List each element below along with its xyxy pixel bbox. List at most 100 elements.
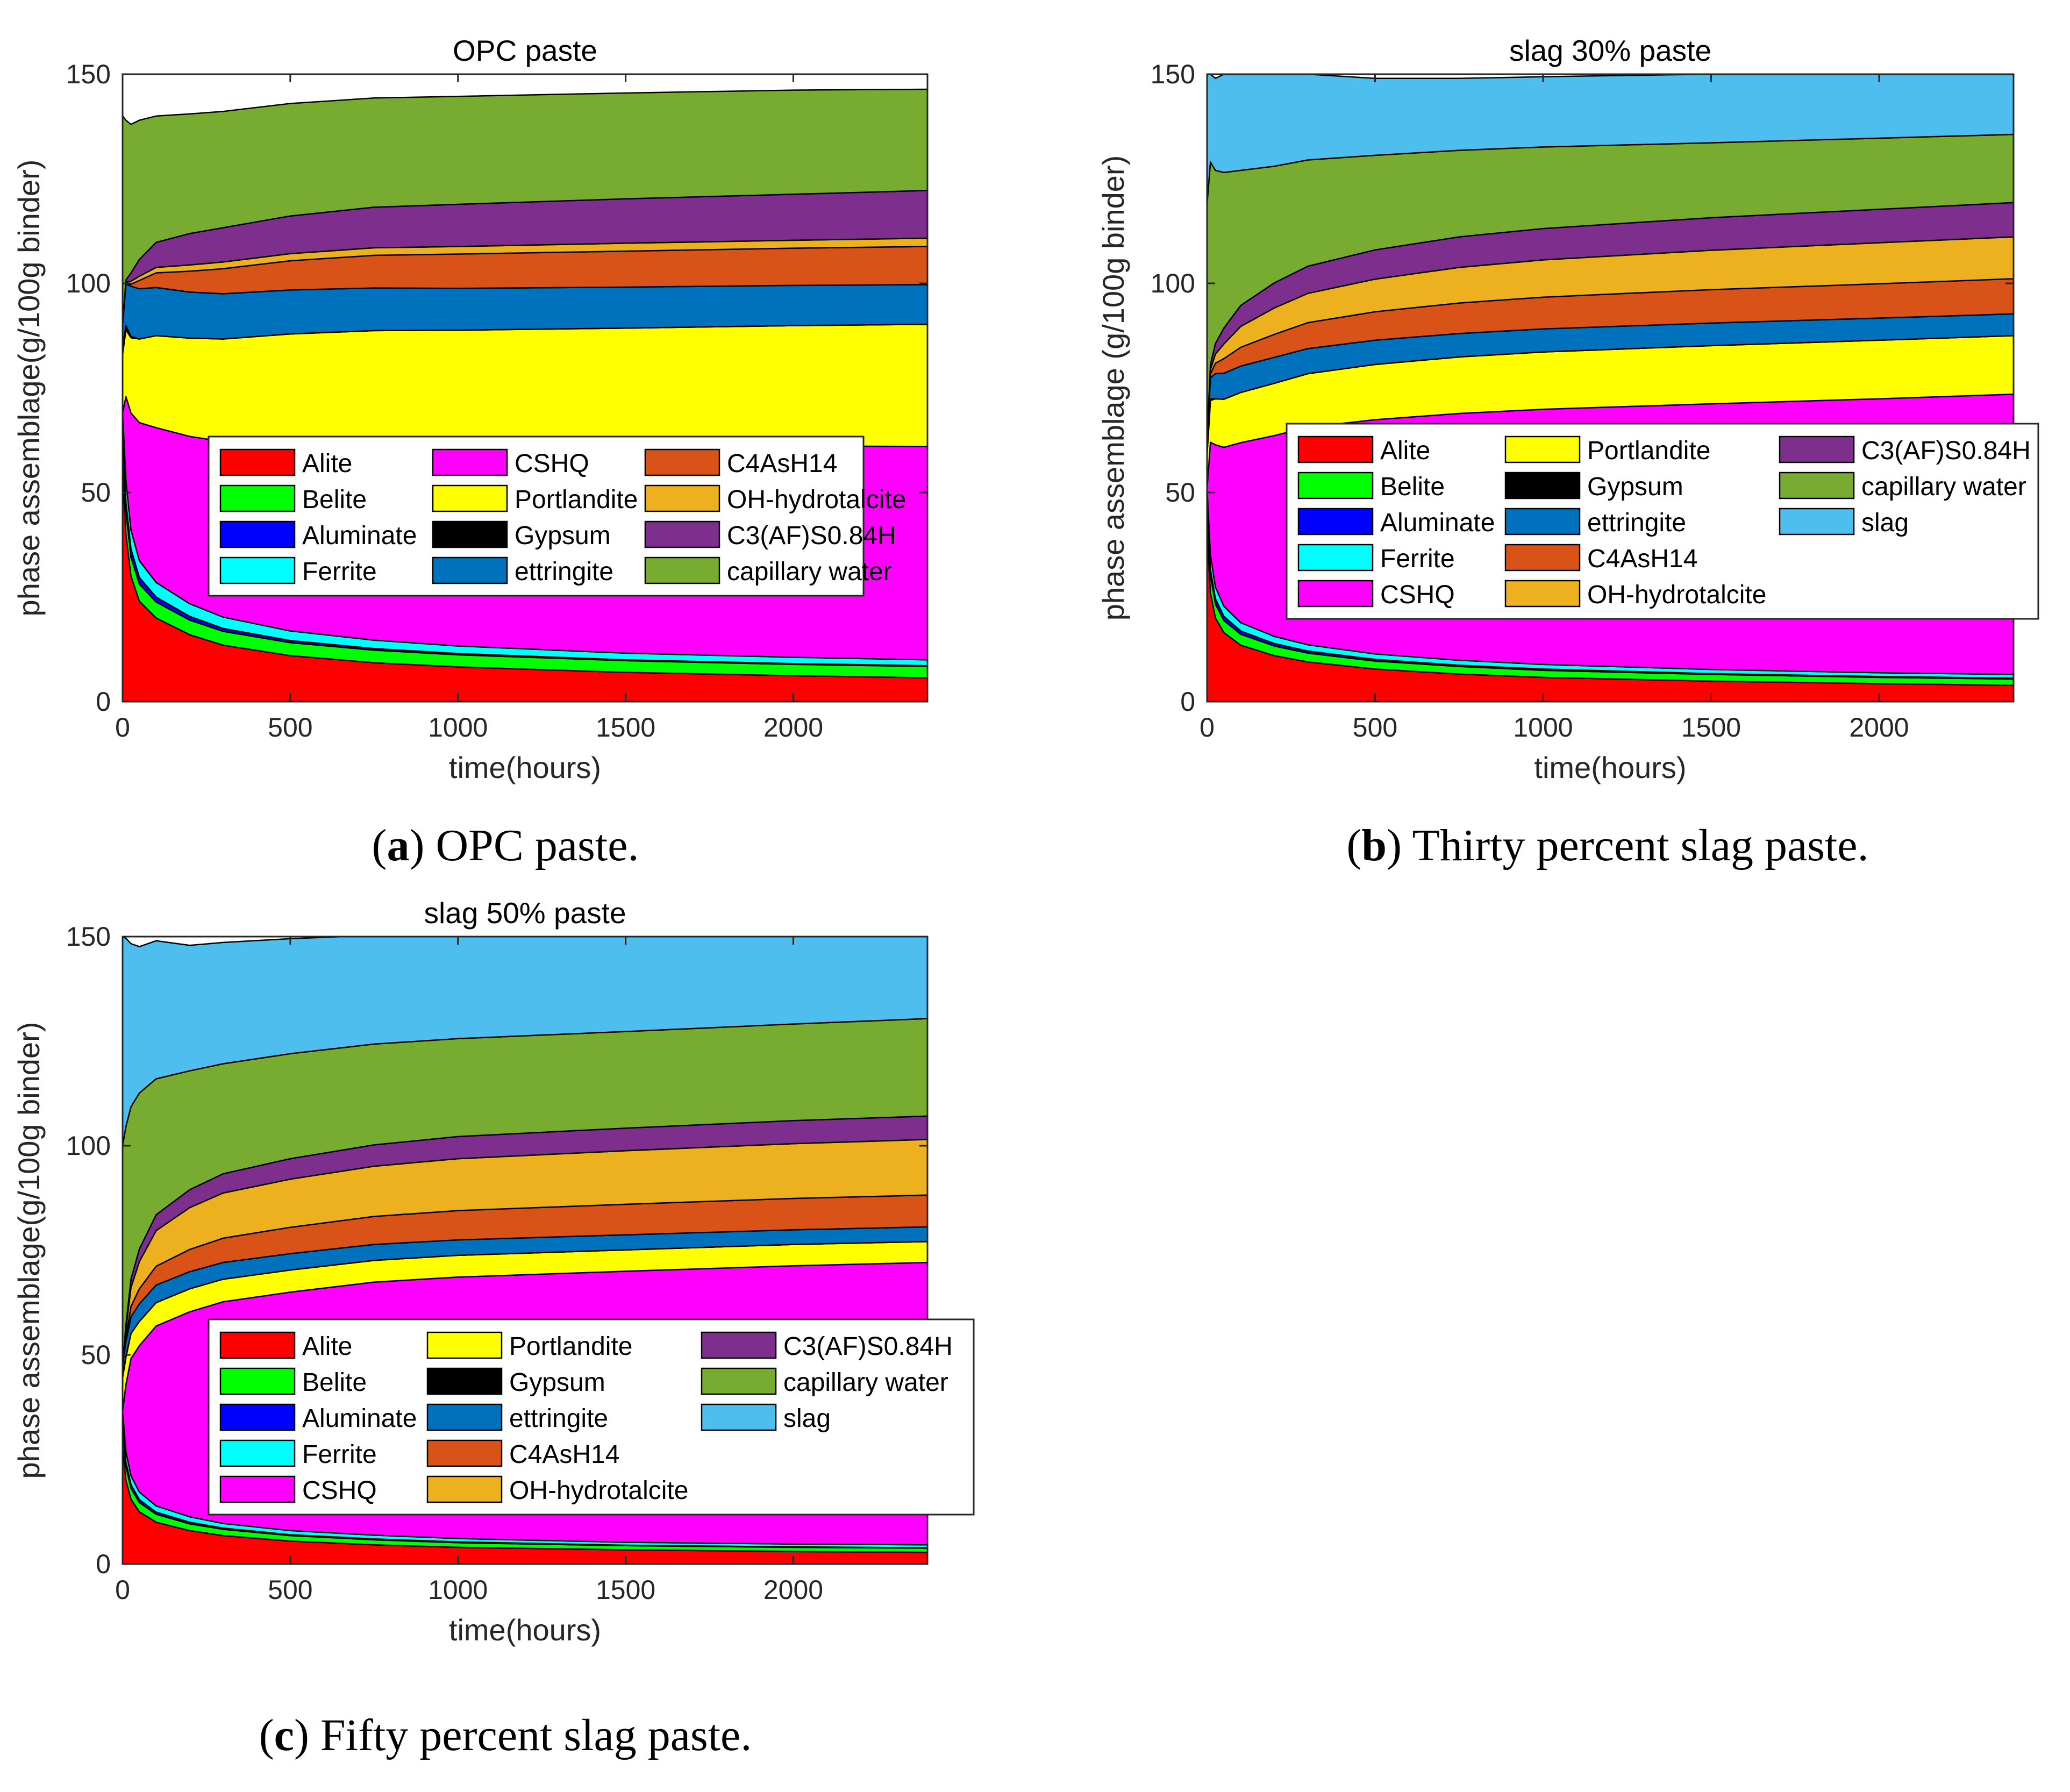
legend-item-belite: Belite <box>219 1367 367 1397</box>
legend-label: C4AsH14 <box>509 1440 619 1469</box>
legend-item-aluminate: Aluminate <box>219 520 417 550</box>
legend-label: Aluminate <box>302 1404 417 1433</box>
x-tick-label: 1500 <box>596 1575 655 1605</box>
legend-swatch <box>426 1403 503 1431</box>
legend-swatch <box>219 556 296 584</box>
y-tick-label: 150 <box>66 59 111 89</box>
y-tick-label: 150 <box>66 922 111 952</box>
caption-text: ) Fifty percent slag paste. <box>294 1710 752 1760</box>
y-axis-label: phase assemblage(g/100g binder) <box>12 1022 46 1479</box>
legend-label: slag <box>1861 509 1909 537</box>
legend-label: OH-hydrotalcite <box>727 486 906 514</box>
chart-title: slag 30% paste <box>1509 34 1711 67</box>
legend-swatch <box>1297 472 1374 499</box>
x-tick-label: 2000 <box>763 1575 823 1605</box>
x-axis-label: time(hours) <box>1534 751 1686 784</box>
x-axis-label: time(hours) <box>449 1613 601 1647</box>
y-tick-label: 100 <box>66 268 111 298</box>
x-tick-label: 1000 <box>428 712 488 742</box>
x-tick-label: 1000 <box>1513 712 1573 742</box>
area-slag <box>123 937 927 1147</box>
legend-label: CSHQ <box>1380 581 1455 609</box>
legend-item-belite: Belite <box>1297 472 1445 501</box>
legend-label: Portlandite <box>509 1332 632 1361</box>
legend-box <box>1286 423 2039 620</box>
legend-item-gypsum: Gypsum <box>432 520 611 550</box>
y-tick-label: 0 <box>96 687 111 717</box>
legend-swatch <box>432 448 508 476</box>
x-tick-label: 0 <box>1200 712 1215 742</box>
figure-caption: (c) Fifty percent slag paste. <box>259 1710 752 1760</box>
legend-label: C3(AF)S0.84H <box>727 522 896 550</box>
legend-label: Belite <box>302 1368 367 1397</box>
x-tick-label: 500 <box>268 712 312 742</box>
legend-label: Alite <box>302 1332 352 1361</box>
legend-item-oh-hydrotalcite: OH-hydrotalcite <box>426 1475 688 1505</box>
legend-label: ettringite <box>509 1404 608 1433</box>
legend-item-ettringite: ettringite <box>1504 508 1686 537</box>
legend-label: Alite <box>302 449 352 478</box>
chart-panel-1: 0 500 1000 1500 2000 0 50 100 150 OPC paste time(h… <box>12 34 929 784</box>
legend-swatch <box>1504 435 1581 463</box>
legend-label: capillary water <box>783 1368 948 1397</box>
x-tick-label: 500 <box>268 1575 312 1605</box>
legend-label: Portlandite <box>515 486 638 514</box>
legend: Alite Belite Aluminate Ferrite CSHQ Portlandi… <box>208 1318 975 1516</box>
x-tick-label: 0 <box>115 1575 130 1605</box>
legend-swatch <box>701 1403 777 1431</box>
legend-item-c4ash14: C4AsH14 <box>426 1439 619 1469</box>
legend-label: slag <box>783 1404 831 1433</box>
legend-label: CSHQ <box>302 1476 377 1505</box>
legend-item-ettringite: ettringite <box>426 1403 608 1433</box>
area-series-group <box>123 88 927 702</box>
legend-item-capillary-water: capillary water <box>644 556 892 586</box>
legend-item-aluminate: Aluminate <box>1297 508 1495 537</box>
legend-swatch <box>219 1439 296 1467</box>
legend-item-alite: Alite <box>219 1331 352 1361</box>
legend-box <box>208 435 865 597</box>
legend-swatch <box>1297 435 1374 463</box>
legend-swatch <box>432 520 508 548</box>
caption-label: b <box>1361 820 1387 870</box>
legend-swatch <box>1297 580 1374 608</box>
x-tick-label: 2000 <box>1849 712 1909 742</box>
legend-item-cshq: CSHQ <box>219 1475 377 1505</box>
y-tick-label: 0 <box>1180 687 1195 717</box>
legend-label: ettringite <box>515 558 613 586</box>
axes-box <box>122 936 929 1565</box>
figure-caption: (a) OPC paste. <box>372 820 639 870</box>
legend-swatch <box>1504 580 1581 608</box>
chart-panel-2: 0 500 1000 1500 2000 0 50 100 150 slag 30% paste t… <box>1096 34 2039 784</box>
chart-title: slag 50% paste <box>424 896 626 930</box>
legend-swatch <box>644 556 720 584</box>
legend-swatch <box>1779 435 1855 463</box>
legend-box <box>208 1318 975 1516</box>
legend-swatch <box>219 484 296 512</box>
legend-label: Ferrite <box>1380 545 1455 573</box>
legend-swatch <box>219 1403 296 1431</box>
legend: Alite Belite Aluminate Ferrite CSHQ Portlandi… <box>208 435 906 597</box>
legend-item-alite: Alite <box>219 448 352 478</box>
legend-swatch <box>644 448 720 476</box>
legend-label: Alite <box>1380 437 1430 465</box>
legend-item-ferrite: Ferrite <box>219 1439 377 1469</box>
legend-label: OH-hydrotalcite <box>509 1476 688 1505</box>
legend-swatch <box>1297 508 1374 536</box>
y-tick-label: 100 <box>66 1131 111 1161</box>
legend-label: C4AsH14 <box>1587 545 1697 573</box>
y-tick-label: 50 <box>81 1340 111 1370</box>
legend-swatch <box>219 520 296 548</box>
legend-item-c4ash14: C4AsH14 <box>644 448 837 478</box>
legend-swatch <box>1779 508 1855 536</box>
y-tick-label: 50 <box>81 477 111 508</box>
legend-item-c3-af-s0-84h: C3(AF)S0.84H <box>644 520 896 550</box>
legend-item-belite: Belite <box>219 484 367 514</box>
legend-item-oh-hydrotalcite: OH-hydrotalcite <box>1504 580 1766 609</box>
axes-box <box>1206 73 2015 703</box>
legend-swatch <box>644 520 720 548</box>
legend-swatch <box>701 1331 777 1359</box>
caption-open: ( <box>372 820 387 870</box>
legend-label: C3(AF)S0.84H <box>783 1332 953 1361</box>
legend-label: Gypsum <box>1587 473 1683 501</box>
